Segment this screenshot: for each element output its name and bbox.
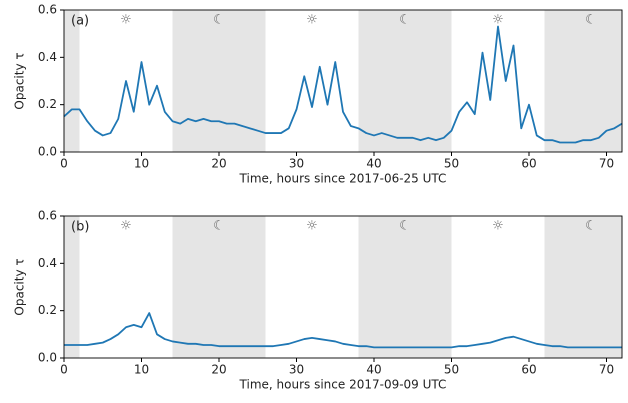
x-tick-label: 50: [444, 363, 459, 377]
day-night-symbol: ☼: [492, 13, 504, 28]
panel-label: (b): [71, 220, 89, 235]
y-tick-label: 0.2: [38, 97, 57, 111]
y-tick-label: 0.0: [38, 145, 57, 159]
y-tick-label: 0.0: [38, 351, 57, 365]
plot-frame: [63, 215, 623, 359]
x-tick-label: 40: [366, 363, 381, 377]
night-span: [64, 216, 80, 358]
night-span: [64, 10, 80, 152]
day-night-symbol: ☼: [492, 219, 504, 234]
day-night-symbol: ☼: [120, 13, 132, 28]
y-tick-label: 0.6: [38, 3, 57, 17]
night-span: [172, 216, 266, 358]
night-span: [358, 216, 452, 358]
day-night-symbol: ☾: [213, 219, 225, 234]
day-night-symbol: ☼: [306, 13, 318, 28]
y-tick-label: 0.4: [38, 50, 57, 64]
x-tick-label: 40: [366, 157, 381, 171]
x-axis-label: Time, hours since 2017-06-25 UTC: [239, 172, 447, 186]
x-tick-label: 10: [134, 363, 149, 377]
x-tick-label: 60: [521, 157, 536, 171]
day-night-symbol: ☾: [399, 13, 411, 28]
y-tick-label: 0.4: [38, 256, 57, 270]
x-tick-label: 20: [211, 157, 226, 171]
x-tick-label: 70: [599, 363, 614, 377]
series-line: [64, 312, 622, 349]
panel-label: (a): [71, 14, 89, 29]
x-tick-label: 70: [599, 157, 614, 171]
x-tick-label: 10: [134, 157, 149, 171]
series-line: [63, 25, 623, 144]
x-axis-label: Time, hours since 2017-09-09 UTC: [239, 378, 447, 392]
night-span: [358, 10, 452, 152]
day-night-symbol: ☼: [306, 219, 318, 234]
day-night-symbol: ☾: [399, 219, 411, 234]
y-axis-label: Opacity τ: [13, 52, 27, 109]
y-tick-label: 0.6: [38, 209, 57, 223]
x-tick-label: 30: [289, 157, 304, 171]
y-tick-label: 0.2: [38, 303, 57, 317]
night-span: [544, 216, 622, 358]
x-tick-label: 0: [60, 157, 68, 171]
x-tick-label: 60: [521, 363, 536, 377]
day-night-symbol: ☾: [585, 13, 597, 28]
day-night-symbol: ☼: [120, 219, 132, 234]
x-tick-label: 50: [444, 157, 459, 171]
x-tick-label: 30: [289, 363, 304, 377]
x-tick-label: 20: [211, 363, 226, 377]
day-night-symbol: ☾: [213, 13, 225, 28]
plot-frame: [63, 9, 623, 153]
night-span: [544, 10, 622, 152]
day-night-symbol: ☾: [585, 219, 597, 234]
y-axis-label: Opacity τ: [13, 258, 27, 315]
x-tick-label: 0: [60, 363, 68, 377]
night-span: [172, 10, 266, 152]
